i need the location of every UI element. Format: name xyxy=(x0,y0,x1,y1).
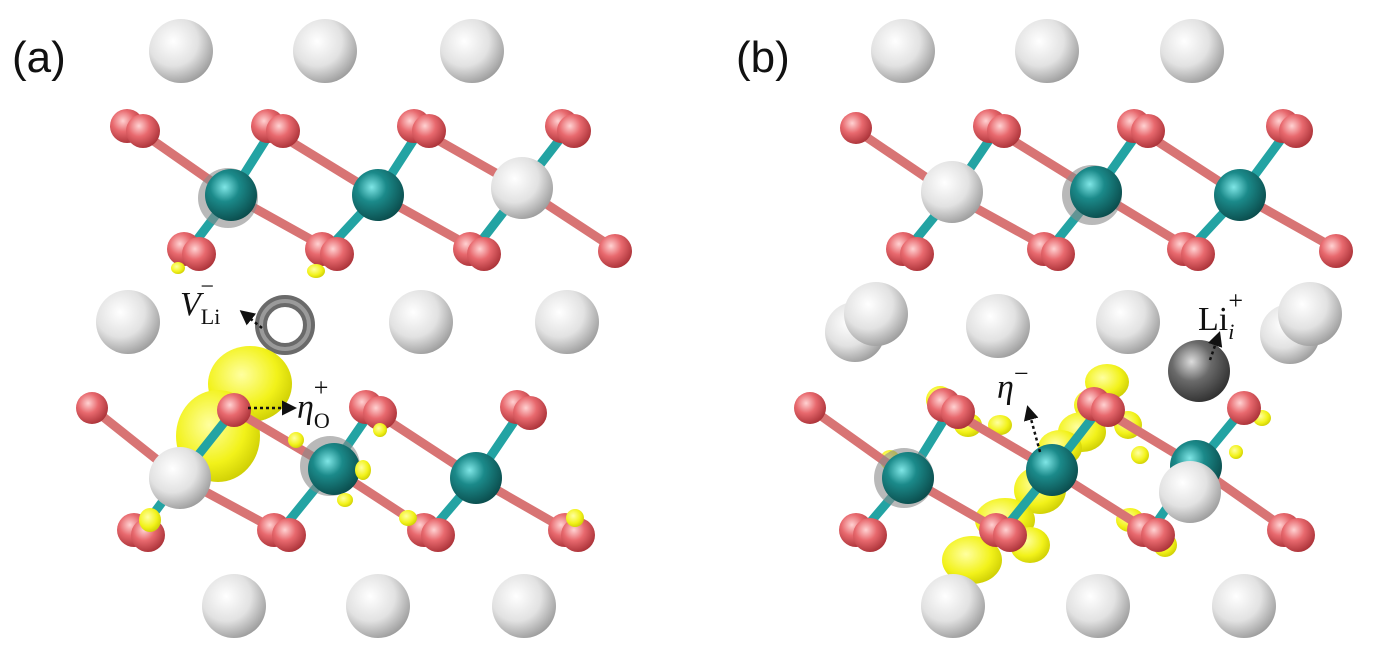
panel-a: (a) xyxy=(12,19,632,638)
hole-label-sup: + xyxy=(314,373,329,402)
li-row-top-a xyxy=(149,19,504,83)
lower-oxygen-atoms-b xyxy=(794,387,1315,552)
panel-a-label: (a) xyxy=(12,33,66,82)
li-row-middle-b xyxy=(825,282,1342,364)
li-row-bottom-b xyxy=(921,574,1276,638)
hole-label-main: η xyxy=(297,389,314,426)
interstitial-label-main: Li xyxy=(1198,301,1228,338)
interstitial-label: Lii + xyxy=(1198,286,1243,344)
panel-b: (b) xyxy=(736,19,1353,638)
small-density-lobes-upper-a xyxy=(171,262,325,278)
li-vacancy-ring xyxy=(255,295,315,355)
li-row-middle-a xyxy=(96,290,599,354)
upper-metal-atoms-b xyxy=(921,161,1266,225)
upper-metal-atoms-a xyxy=(198,157,553,228)
interstitial-label-sub: i xyxy=(1228,319,1234,344)
hole-label: ηO + xyxy=(297,373,330,433)
lower-metal-atoms-b xyxy=(874,440,1222,523)
li-row-top-b xyxy=(871,19,1224,83)
electron-label: η− xyxy=(997,359,1029,406)
li-interstitial-atom xyxy=(1168,340,1230,402)
vacancy-label-sub: Li xyxy=(201,304,221,329)
upper-oxygen-atoms-a xyxy=(110,109,632,271)
li-row-bottom-a xyxy=(202,574,556,638)
electron-label-sup: − xyxy=(1014,359,1029,388)
panel-b-label: (b) xyxy=(736,33,790,82)
interstitial-label-sup: + xyxy=(1228,286,1243,315)
vacancy-label-sup: − xyxy=(200,274,214,300)
lower-metal-atoms-a xyxy=(149,436,502,509)
vacancy-arrow xyxy=(239,310,263,329)
electron-label-main: η xyxy=(997,369,1014,406)
electron-arrow xyxy=(1023,405,1042,453)
upper-oxygen-atoms-b xyxy=(840,109,1353,271)
small-density-lobes-lower-a xyxy=(139,423,584,532)
interstitial-arrow xyxy=(1207,331,1223,361)
hole-label-sub: O xyxy=(314,408,330,433)
vacancy-label: VLi− xyxy=(180,274,220,329)
